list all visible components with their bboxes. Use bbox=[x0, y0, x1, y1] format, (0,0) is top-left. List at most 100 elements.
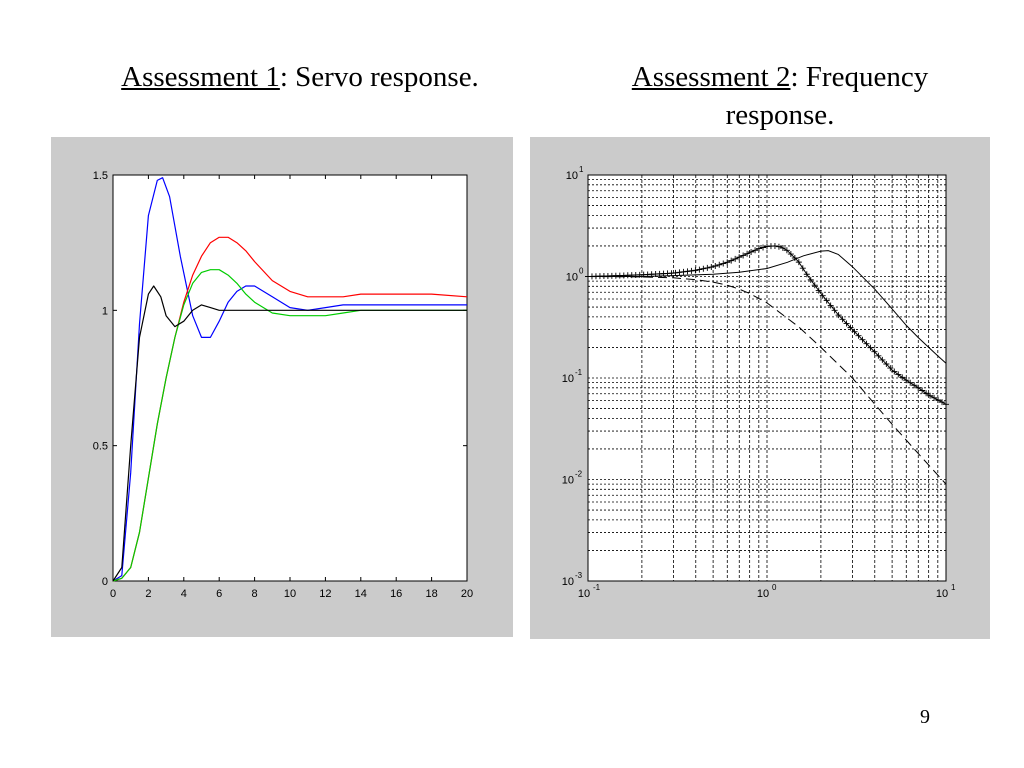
assessment-1-rest: : Servo response. bbox=[279, 61, 479, 93]
servo-response-chart: 0 2 4 6 8 10 12 14 16 18 20 0 0.5 1 1.5 bbox=[93, 170, 473, 600]
assessment-2-underlined: Assessment 2 bbox=[631, 61, 791, 93]
series-line-3 bbox=[112, 285, 467, 582]
plus-marker bbox=[708, 264, 715, 271]
plus-marker bbox=[787, 251, 794, 258]
plus-marker bbox=[875, 352, 882, 359]
x-tick-label: 16 bbox=[390, 588, 402, 600]
y-tick-exponent: -1 bbox=[575, 368, 583, 377]
plus-marker bbox=[803, 271, 810, 278]
assessment-1-title: Assessment 1: Servo response. bbox=[60, 58, 540, 96]
plus-marker bbox=[811, 282, 818, 289]
plus-marker bbox=[891, 368, 898, 375]
plus-marker bbox=[692, 267, 699, 274]
plus-marker bbox=[720, 260, 727, 267]
plus-marker bbox=[815, 287, 822, 294]
plus-marker bbox=[851, 328, 858, 335]
series-line-2 bbox=[112, 269, 467, 582]
plus-marker bbox=[688, 267, 695, 274]
x-tick-label: 6 bbox=[216, 588, 222, 600]
plus-marker bbox=[895, 371, 902, 378]
y-tick-label: 10 bbox=[566, 170, 578, 182]
y-tick-label: 10 bbox=[562, 373, 574, 385]
plus-marker bbox=[799, 265, 806, 272]
plus-marker bbox=[907, 379, 914, 386]
plus-marker bbox=[684, 268, 691, 275]
plus-marker bbox=[883, 361, 890, 368]
x-tick-exponent: 1 bbox=[951, 583, 956, 592]
plus-marker bbox=[771, 243, 778, 250]
plus-marker bbox=[672, 269, 679, 276]
plus-marker bbox=[779, 245, 786, 252]
plus-marker bbox=[943, 401, 949, 408]
plus-marker bbox=[835, 312, 842, 319]
x-tick-label: 10 bbox=[284, 588, 296, 600]
plus-marker bbox=[712, 262, 719, 269]
plus-marker bbox=[775, 243, 782, 250]
plus-marker bbox=[903, 377, 910, 384]
plus-marker bbox=[827, 302, 834, 309]
plus-marker bbox=[680, 268, 687, 275]
plus-marker bbox=[931, 394, 938, 401]
plus-marker bbox=[700, 265, 707, 272]
y-tick-label: 10 bbox=[562, 576, 574, 588]
frequency-response-chart-panel: 10 -1 10 0 10 1 10 -3 10 -2 10 -1 10 0 10 1 bbox=[530, 137, 990, 639]
plus-marker bbox=[839, 316, 846, 323]
plus-marker bbox=[859, 336, 866, 343]
y-tick-label: 0 bbox=[102, 576, 108, 588]
plus-marker bbox=[724, 259, 731, 266]
plus-marker bbox=[795, 259, 802, 266]
plus-marker bbox=[927, 392, 934, 399]
y-tick-exponent: -2 bbox=[575, 470, 583, 479]
x-tick-label: 10 bbox=[757, 588, 769, 600]
plot-area bbox=[112, 174, 468, 582]
y-tick-exponent: -3 bbox=[575, 571, 583, 580]
plus-marker bbox=[744, 250, 751, 257]
x-tick-label: 12 bbox=[319, 588, 331, 600]
assessment-2-title: Assessment 2: Frequency response. bbox=[560, 58, 1000, 134]
plus-marker bbox=[704, 264, 711, 271]
plus-marker bbox=[740, 252, 747, 259]
x-tick-exponent: -1 bbox=[593, 583, 601, 592]
plus-marker bbox=[783, 247, 790, 254]
plus-marker bbox=[899, 374, 906, 381]
plus-marker bbox=[887, 365, 894, 372]
x-tick-label: 20 bbox=[461, 588, 473, 600]
plus-marker bbox=[819, 292, 826, 299]
plus-marker bbox=[748, 248, 755, 255]
plus-marker bbox=[823, 297, 830, 304]
plus-marker bbox=[871, 348, 878, 355]
x-tick-label: 14 bbox=[355, 588, 367, 600]
x-tick-label: 10 bbox=[936, 588, 948, 600]
plus-marker bbox=[728, 257, 735, 264]
plus-marker bbox=[736, 254, 743, 261]
plus-marker bbox=[911, 382, 918, 389]
plus-marker bbox=[939, 399, 946, 406]
plus-marker bbox=[843, 320, 850, 327]
assessment-1-underlined: Assessment 1 bbox=[121, 61, 280, 93]
x-tick-label: 0 bbox=[110, 588, 116, 600]
plus-marker bbox=[696, 266, 703, 273]
y-tick-label: 1 bbox=[102, 305, 108, 317]
plus-marker bbox=[732, 255, 739, 262]
plus-marker bbox=[855, 332, 862, 339]
y-tick-label: 1.5 bbox=[93, 170, 108, 182]
x-tick-label: 18 bbox=[425, 588, 437, 600]
x-tick-label: 10 bbox=[578, 588, 590, 600]
plus-marker bbox=[676, 269, 683, 276]
plus-marker bbox=[935, 396, 942, 403]
plus-marker bbox=[760, 244, 767, 251]
servo-response-chart-panel: 0 2 4 6 8 10 12 14 16 18 20 0 0.5 1 1.5 bbox=[51, 137, 513, 637]
plus-marker bbox=[807, 276, 814, 283]
plus-marker bbox=[919, 387, 926, 394]
series-line-2 bbox=[587, 276, 947, 485]
x-tick-label: 8 bbox=[252, 588, 258, 600]
plus-marker bbox=[867, 344, 874, 351]
plus-marker bbox=[915, 384, 922, 391]
x-tick-label: 4 bbox=[181, 588, 187, 600]
plus-marker bbox=[923, 390, 930, 397]
series-line-1 bbox=[588, 250, 947, 364]
plus-marker bbox=[752, 247, 759, 254]
assessment-2-rest: : Frequency bbox=[790, 61, 929, 93]
y-tick-label: 0.5 bbox=[93, 441, 108, 453]
